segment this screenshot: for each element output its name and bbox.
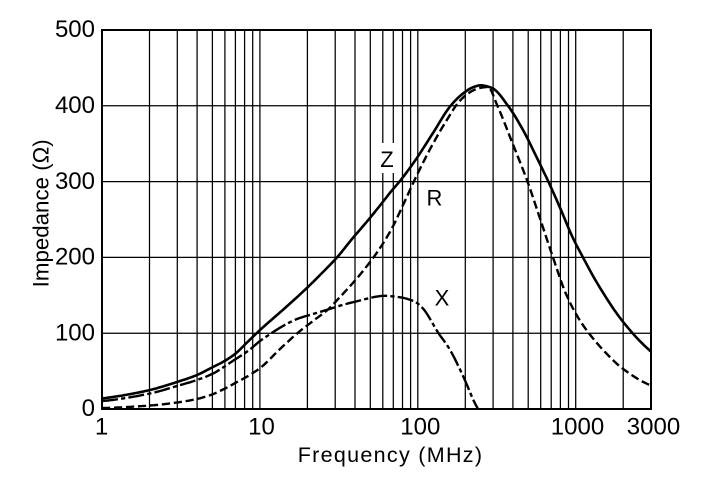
svg-text:R: R bbox=[427, 186, 443, 211]
svg-text:100: 100 bbox=[400, 414, 440, 441]
svg-text:X: X bbox=[435, 285, 450, 310]
svg-text:1: 1 bbox=[95, 414, 108, 441]
svg-text:Frequency (MHz): Frequency (MHz) bbox=[298, 443, 484, 467]
svg-text:3000: 3000 bbox=[627, 414, 680, 441]
svg-text:100: 100 bbox=[55, 319, 95, 346]
svg-text:10: 10 bbox=[248, 414, 275, 441]
svg-text:300: 300 bbox=[55, 168, 95, 195]
svg-text:0: 0 bbox=[82, 395, 95, 422]
svg-text:Z: Z bbox=[380, 147, 393, 172]
svg-text:400: 400 bbox=[55, 92, 95, 119]
svg-text:500: 500 bbox=[55, 16, 95, 43]
svg-text:Impedance (Ω): Impedance (Ω) bbox=[28, 139, 53, 287]
svg-text:1000: 1000 bbox=[551, 414, 604, 441]
svg-text:200: 200 bbox=[55, 244, 95, 271]
